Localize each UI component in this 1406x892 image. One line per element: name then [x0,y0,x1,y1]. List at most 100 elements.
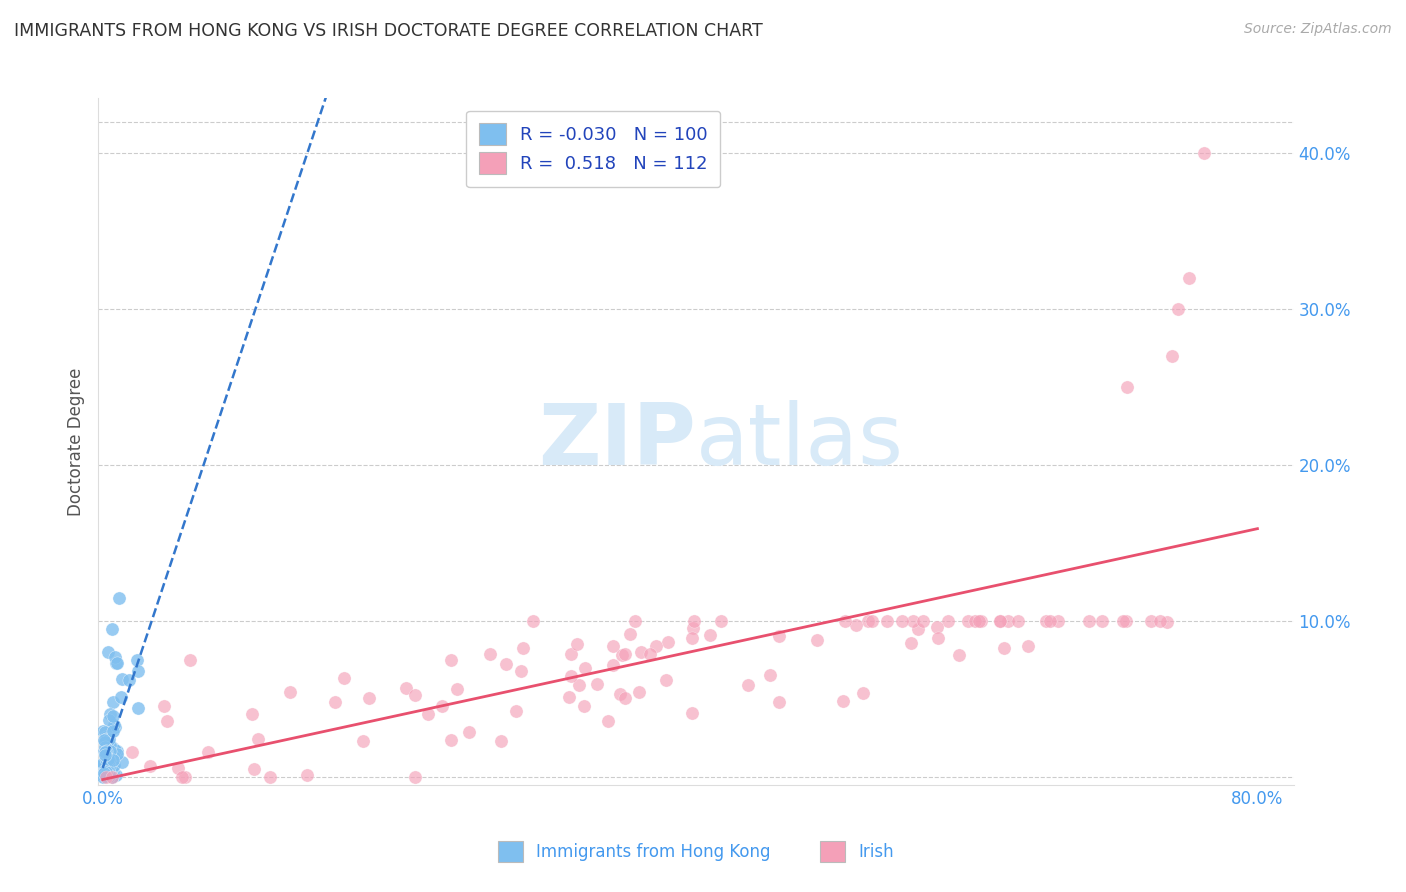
Point [94,735,117,749]
Point [699,628,721,642]
Point [93,765,115,780]
Point [682,621,704,635]
Point [560,647,582,661]
Point [357,691,380,706]
Point [98,707,121,722]
Point [988,614,1011,628]
Point [94,763,117,777]
Point [98,769,121,783]
Point [96,769,118,783]
Point [860,614,883,628]
Point [440,653,463,667]
Point [243,762,266,776]
Point [97,768,120,782]
Point [1192,145,1215,160]
Point [96,732,118,747]
Point [103,747,125,761]
Point [103,757,125,772]
Point [94,724,117,739]
Point [418,707,440,722]
Point [596,714,619,728]
Point [96,756,118,771]
Point [101,760,124,774]
Point [101,770,124,784]
Point [430,698,453,713]
Point [94,767,117,781]
Point [560,668,582,682]
Point [127,665,149,679]
Point [101,696,124,710]
Point [1017,639,1039,653]
Point [94,770,117,784]
Point [1115,614,1137,628]
Point [967,614,990,628]
Point [100,769,122,783]
Point [936,614,959,628]
Point [97,767,120,781]
Point [993,640,1015,655]
Point [768,695,790,709]
Y-axis label: Doctorate Degree: Doctorate Degree [66,368,84,516]
Point [98,714,121,728]
Point [103,718,125,732]
Point [104,743,127,757]
Point [96,765,118,780]
Point [98,753,121,767]
Point [105,747,128,762]
Point [395,681,418,696]
Point [96,761,118,775]
Point [655,673,678,688]
Point [911,614,934,628]
Point [121,745,143,759]
Point [681,706,703,720]
Text: IMMIGRANTS FROM HONG KONG VS IRISH DOCTORATE DEGREE CORRELATION CHART: IMMIGRANTS FROM HONG KONG VS IRISH DOCTO… [14,22,763,40]
Point [624,614,647,628]
Point [98,744,121,758]
Point [565,637,588,651]
Point [1039,614,1062,628]
Point [111,755,134,769]
Point [619,627,641,641]
Point [94,764,117,778]
Point [139,759,162,773]
Point [104,721,127,735]
Point [446,682,468,697]
Point [96,752,118,766]
Point [901,614,924,628]
Point [572,698,595,713]
Point [94,741,117,756]
Point [94,739,117,754]
Point [100,751,122,765]
Point [602,657,624,672]
Point [91,767,114,781]
Point [876,614,898,628]
Point [1007,614,1029,628]
Point [179,653,201,667]
Point [96,756,118,771]
Point [110,690,132,705]
Point [657,635,679,649]
Point [155,714,177,728]
Point [323,695,346,709]
Point [174,770,197,784]
Point [97,750,120,764]
Point [153,698,176,713]
Point [96,765,118,780]
Point [94,744,117,758]
Point [509,664,531,678]
Point [333,671,356,685]
Point [117,673,139,687]
Point [125,652,148,666]
Point [100,747,122,762]
Point [845,618,868,632]
Point [907,622,929,636]
Point [97,732,120,747]
Point [103,765,125,780]
Point [93,756,115,771]
Point [96,733,118,747]
Point [1167,301,1189,316]
Point [568,678,591,692]
Point [93,767,115,781]
Point [94,768,117,782]
Point [1156,615,1178,629]
